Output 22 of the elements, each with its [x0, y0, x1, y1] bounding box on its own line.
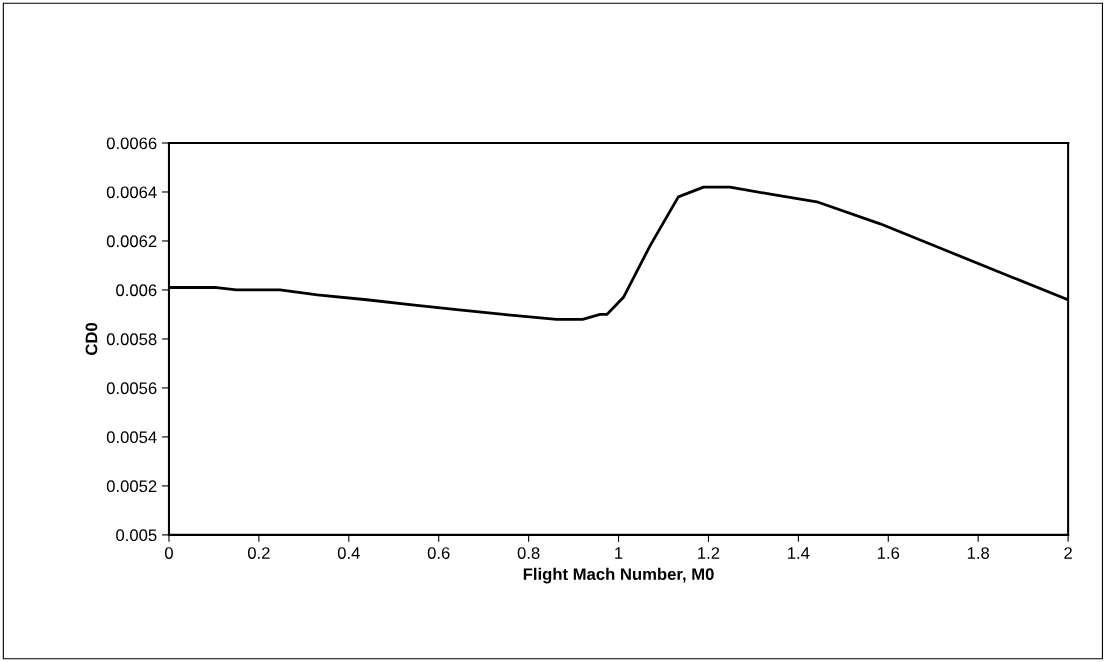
y-tick-label: 0.005 [116, 529, 157, 542]
y-tick-label: 0.0056 [106, 382, 157, 395]
x-tick-label: 1.4 [788, 547, 810, 559]
y-tick-label: 0.0058 [106, 333, 157, 346]
x-tick-label: 1.6 [877, 547, 900, 559]
y-tick-label: 0.0066 [106, 137, 157, 150]
x-axis-title: Flight Mach Number, M0 [523, 567, 714, 584]
y-tick-label: 0.0064 [106, 186, 157, 199]
x-tick-label: 1.8 [967, 547, 990, 559]
y-tick-label: 0.006 [116, 284, 157, 297]
x-tick-label: 0.8 [517, 547, 540, 559]
x-tick-label: 2 [1064, 547, 1072, 559]
x-tick-label: 0.4 [337, 547, 360, 559]
y-tick-label: 0.0062 [106, 235, 157, 248]
x-tick-label: 1 [615, 547, 623, 559]
x-tick-label: 0 [164, 547, 173, 559]
x-tick-label: 1.2 [698, 547, 720, 559]
y-tick-label: 0.0052 [106, 480, 157, 493]
x-tick-label: 0.2 [247, 547, 270, 559]
y-tick-label: 0.0054 [106, 431, 157, 444]
x-tick-label: 0.6 [427, 547, 450, 559]
y-axis-title: CD0 [85, 322, 98, 355]
